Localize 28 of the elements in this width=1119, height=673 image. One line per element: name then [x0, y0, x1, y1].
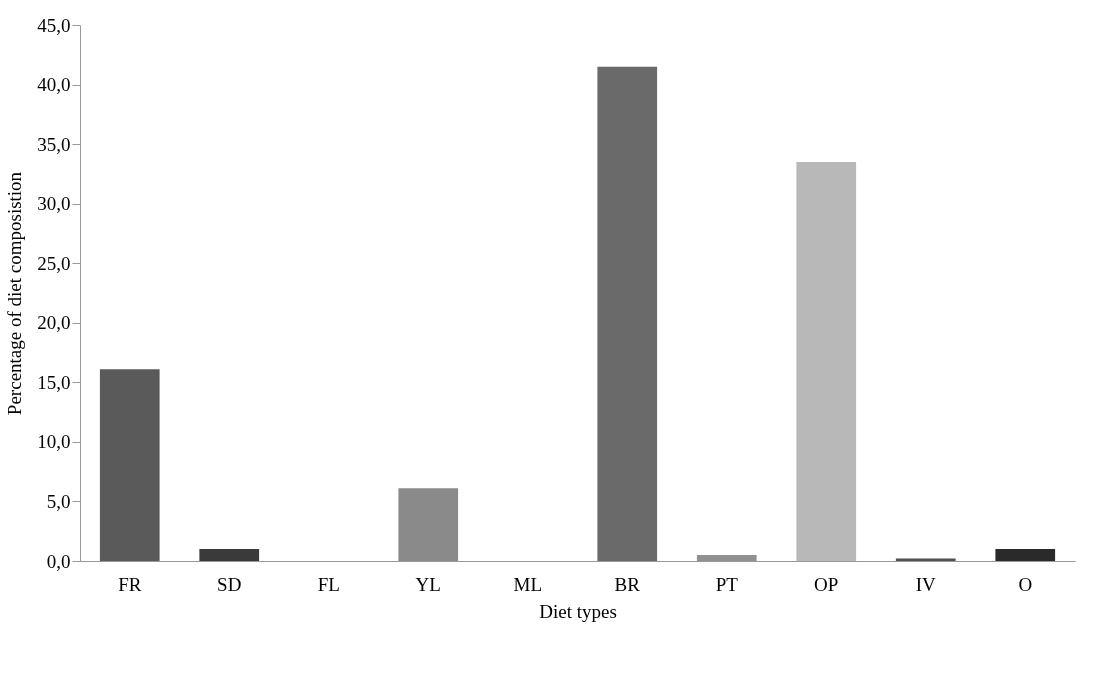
y-tick-label: 0,0: [46, 550, 71, 572]
x-tick-label: FR: [118, 573, 142, 595]
x-tick-label: OP: [814, 573, 839, 595]
y-tick-label: 45,0: [37, 14, 71, 36]
bar: [199, 549, 260, 561]
x-tick-label: FL: [317, 573, 340, 595]
x-tick-label: YL: [415, 573, 441, 595]
y-tick-label: 20,0: [37, 312, 71, 334]
y-axis-title: Percentage of diet composistion: [4, 171, 26, 416]
x-axis-title: Diet types: [539, 600, 617, 622]
bar: [597, 66, 658, 561]
x-tick-label: SD: [217, 573, 242, 595]
x-tick-label: O: [1018, 573, 1033, 595]
y-tick-label: 40,0: [37, 74, 71, 96]
y-tick-label: 5,0: [46, 490, 71, 512]
bar: [995, 549, 1056, 561]
x-tick-label: BR: [614, 573, 641, 595]
bar: [796, 161, 857, 561]
y-tick-label: 15,0: [37, 371, 71, 393]
y-tick-label: 25,0: [37, 252, 71, 274]
y-tick-label: 30,0: [37, 193, 71, 215]
x-tick-label: IV: [915, 573, 937, 595]
bar: [398, 488, 459, 561]
y-tick-label: 35,0: [37, 133, 71, 155]
y-tick-label: 10,0: [37, 431, 71, 453]
x-tick-label: PT: [715, 573, 739, 595]
bar: [99, 369, 160, 561]
x-tick-label: ML: [513, 573, 542, 595]
